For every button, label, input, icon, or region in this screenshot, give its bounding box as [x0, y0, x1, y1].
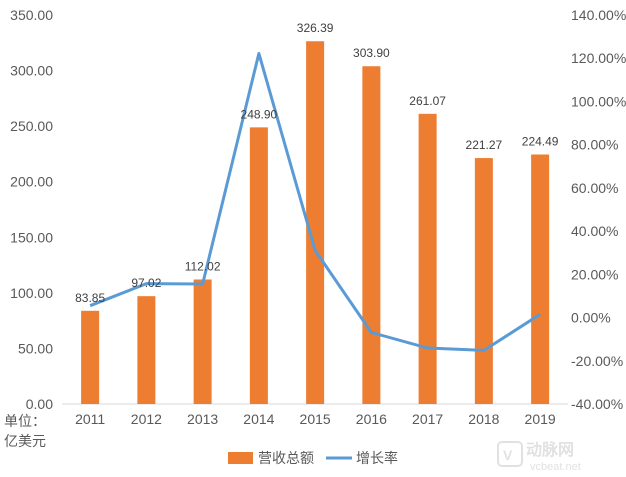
bar-2012: [137, 296, 156, 404]
right-axis-tick: 140.00%: [571, 7, 626, 23]
bar-2014: [249, 127, 268, 405]
left-axis-tick: 350.00: [10, 7, 53, 23]
bar-data-label: 224.49: [522, 134, 559, 148]
left-axis-tick: 100.00: [10, 285, 53, 301]
bar-data-label: 248.90: [241, 107, 278, 121]
bar-2013: [193, 279, 212, 404]
left-axis-tick: 150.00: [10, 229, 53, 245]
right-axis-tick: 0.00%: [571, 310, 611, 326]
bar-data-label: 112.02: [185, 259, 221, 273]
x-axis-tick: 2015: [300, 411, 331, 427]
bar-data-label: 261.07: [409, 94, 446, 108]
legend-bar-label: 营收总额: [258, 450, 314, 466]
watermark-cn: 动脉网: [526, 440, 574, 459]
x-axis-tick: 2017: [412, 411, 443, 427]
x-axis-tick: 2019: [525, 411, 556, 427]
legend: 营收总额 增长率: [228, 450, 398, 466]
right-axis-tick: 60.00%: [571, 180, 618, 196]
bar-2018: [474, 158, 493, 404]
unit-label-line2: 亿美元: [4, 433, 46, 449]
x-axis-tick: 2016: [356, 411, 387, 427]
x-axis-tick: 2018: [468, 411, 499, 427]
bar-data-label: 303.90: [353, 46, 390, 60]
watermark-en: vcbeat.net: [530, 461, 581, 473]
right-axis-tick: -40.00%: [571, 396, 623, 412]
x-axis-tick: 2011: [75, 411, 105, 427]
legend-line-label: 增长率: [356, 450, 398, 466]
bar-data-label: 83.85: [75, 291, 105, 305]
left-axis-tick: 0.00: [26, 396, 53, 412]
right-axis-tick: 20.00%: [571, 266, 618, 282]
right-axis-tick: 80.00%: [571, 137, 618, 153]
bar-data-label: 97.02: [131, 276, 161, 290]
left-axis-tick: 200.00: [10, 174, 53, 190]
x-axis-tick: 2014: [243, 411, 274, 427]
left-axis-tick: 300.00: [10, 63, 53, 79]
bar-data-label: 326.39: [297, 21, 334, 35]
bar-2015: [306, 41, 325, 404]
legend-bar-swatch: [228, 452, 253, 464]
x-axis-tick: 2013: [187, 411, 218, 427]
bar-data-label: 221.27: [466, 138, 503, 152]
bar-2016: [362, 66, 381, 405]
growth-rate-line: [89, 51, 541, 352]
right-axis-tick: 40.00%: [571, 223, 618, 239]
bar-2011: [81, 310, 100, 404]
unit-label-line1: 单位：: [4, 413, 46, 429]
left-axis-tick: 50.00: [18, 340, 53, 356]
svg-text:V: V: [503, 447, 513, 463]
x-axis-tick: 2012: [131, 411, 162, 427]
right-axis-tick: 100.00%: [571, 93, 626, 109]
watermark-logo: V 动脉网 vcbeat.net: [497, 440, 581, 473]
left-axis-tick: 250.00: [10, 118, 53, 134]
right-axis-tick: 120.00%: [571, 50, 626, 66]
bar-2019: [531, 154, 550, 404]
right-axis-tick: -20.00%: [571, 353, 623, 369]
bar-2017: [418, 113, 437, 404]
